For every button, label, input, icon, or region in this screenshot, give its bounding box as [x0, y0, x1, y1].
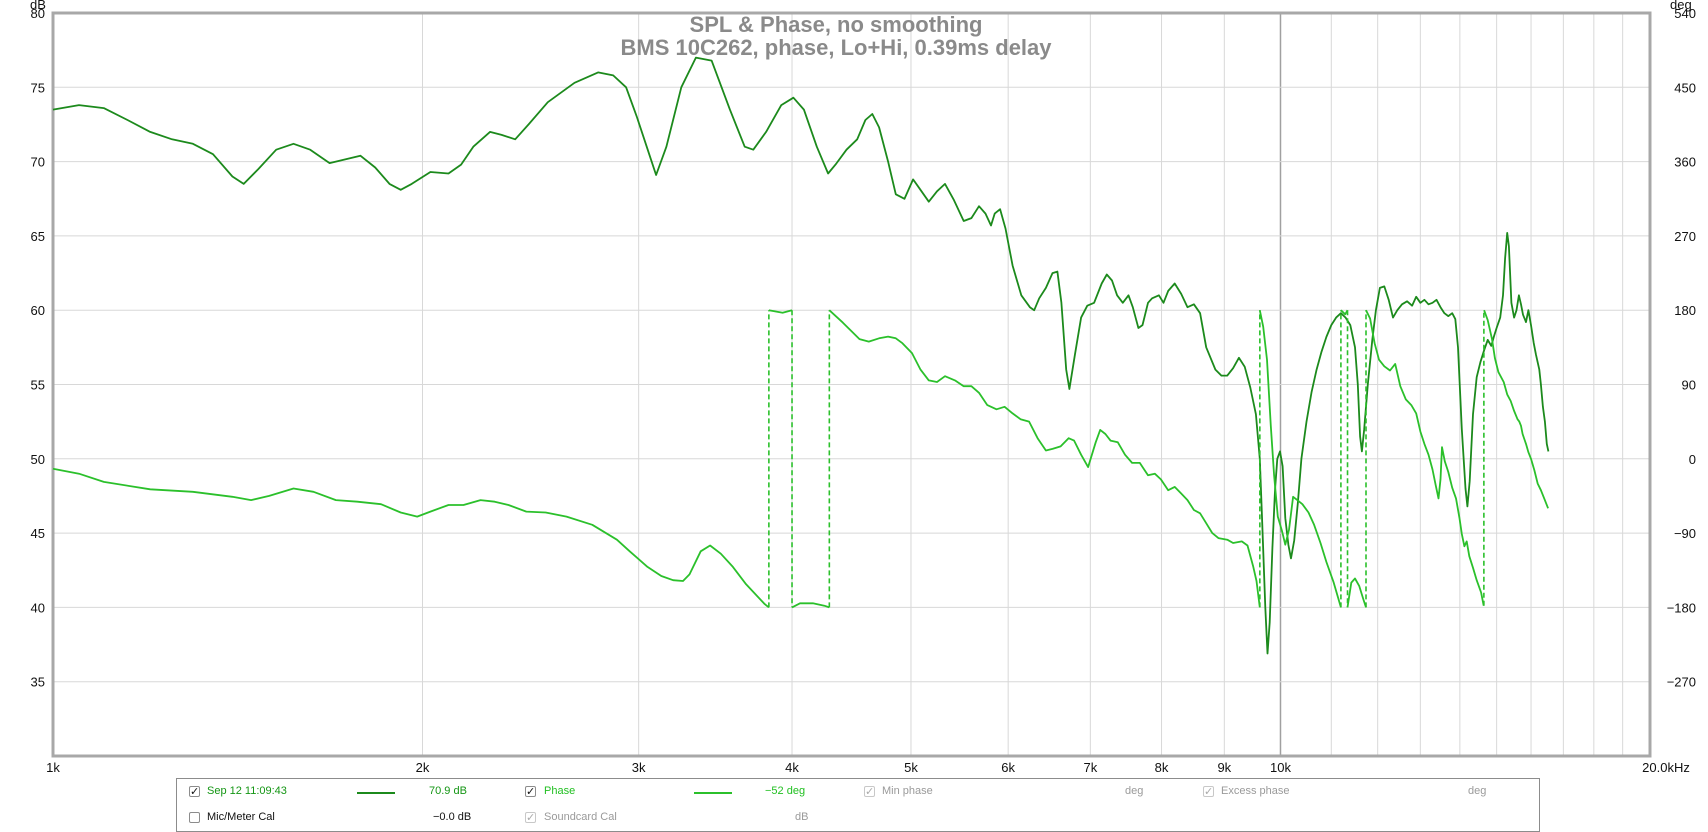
y-right-tick-label: −180: [1667, 600, 1696, 615]
y-right-tick-label: −270: [1667, 675, 1696, 690]
x-tick-label: 9k: [1217, 760, 1231, 775]
series1-name: Sep 12 11:09:43: [207, 785, 287, 797]
y-right-tick-label: 360: [1674, 155, 1696, 170]
y-right-tick-label: 270: [1674, 229, 1696, 244]
axis-labels: 1k 2k 3k 4k 5k 6k 7k 8k 9k 10k 20.0kHz 35 40 45 50 55 60…: [30, 0, 1696, 775]
phase-trace: [1258, 310, 1342, 608]
x-tick-label: 20.0kHz: [1642, 760, 1690, 775]
x-tick-label: 8k: [1155, 760, 1169, 775]
y-right-tick-label: 0: [1689, 452, 1696, 467]
series1-checkbox[interactable]: ✓: [189, 786, 200, 798]
spl-trace: [52, 56, 1550, 655]
y-left-tick-label: 35: [31, 675, 45, 690]
excess-phase-unit: deg: [1468, 785, 1487, 797]
y-right-tick-label: 450: [1674, 80, 1696, 95]
soundcard-cal-name: Soundcard Cal: [544, 811, 617, 823]
x-tick-label: 7k: [1083, 760, 1097, 775]
phase-trace: [52, 467, 770, 609]
series1-swatch: [357, 792, 395, 794]
excess-phase-name: Excess phase: [1221, 785, 1290, 797]
phase-value: −52 deg: [765, 785, 806, 797]
mic-cal-name: Mic/Meter Cal: [207, 811, 275, 823]
x-tick-label: 3k: [632, 760, 646, 775]
mic-cal-value: −0.0 dB: [433, 811, 472, 823]
y-left-tick-label: 45: [31, 526, 45, 541]
y-left-tick-label: 70: [31, 155, 45, 170]
y-left-tick-label: 75: [31, 80, 45, 95]
series-traces: [52, 56, 1550, 655]
x-tick-label: 5k: [904, 760, 918, 775]
y-right-tick-label: 540: [1674, 6, 1696, 21]
x-tick-label: 1k: [46, 760, 60, 775]
x-tick-label: 6k: [1001, 760, 1015, 775]
phase-swatch: [694, 792, 732, 794]
x-tick-label: 10k: [1270, 760, 1291, 775]
y-left-tick-label: 80: [31, 6, 45, 21]
y-right-tick-label: 180: [1674, 303, 1696, 318]
min-phase-unit: deg: [1125, 785, 1144, 797]
phase-trace: [1365, 309, 1485, 606]
phase-checkbox[interactable]: ✓: [525, 786, 536, 798]
spl-phase-chart: 1k 2k 3k 4k 5k 6k 7k 8k 9k 10k 20.0kHz 35 40 45 50 55 60…: [30, 0, 1696, 775]
y-left-tick-label: 60: [31, 303, 45, 318]
chart-title: SPL & Phase, no smoothing: [690, 12, 983, 37]
y-right-tick-label: −90: [1674, 526, 1696, 541]
y-left-tick-label: 50: [31, 452, 45, 467]
phase-trace: [828, 309, 1261, 608]
legend-panel: ✓ Sep 12 11:09:43 70.9 dB ✓ Phase −52 de…: [176, 778, 1540, 832]
soundcard-cal-unit: dB: [795, 811, 809, 823]
phase-name: Phase: [544, 785, 576, 797]
y-left-tick-label: 40: [31, 600, 45, 615]
phase-trace: [768, 309, 793, 314]
y-left-unit-label: dB: [30, 0, 46, 12]
y-right-tick-label: 90: [1682, 378, 1696, 393]
phase-trace: [791, 602, 830, 609]
soundcard-cal-checkbox[interactable]: ✓: [525, 812, 536, 824]
mic-cal-checkbox[interactable]: [189, 812, 200, 823]
phase-trace: [1346, 577, 1367, 608]
excess-phase-checkbox[interactable]: ✓: [1203, 786, 1214, 798]
y-right-unit-label: deg: [1670, 0, 1692, 12]
series1-value: 70.9 dB: [429, 785, 467, 797]
phase-trace: [1483, 309, 1549, 509]
x-tick-label: 4k: [785, 760, 799, 775]
min-phase-name: Min phase: [882, 785, 933, 797]
y-left-tick-label: 65: [31, 229, 45, 244]
grid-lines: [52, 12, 1651, 756]
plot-frame: [51, 11, 1652, 758]
y-left-tick-label: 55: [31, 378, 45, 393]
chart-subtitle: BMS 10C262, phase, Lo+Hi, 0.39ms delay: [620, 35, 1052, 60]
x-tick-label: 2k: [416, 760, 430, 775]
min-phase-checkbox[interactable]: ✓: [864, 786, 875, 798]
